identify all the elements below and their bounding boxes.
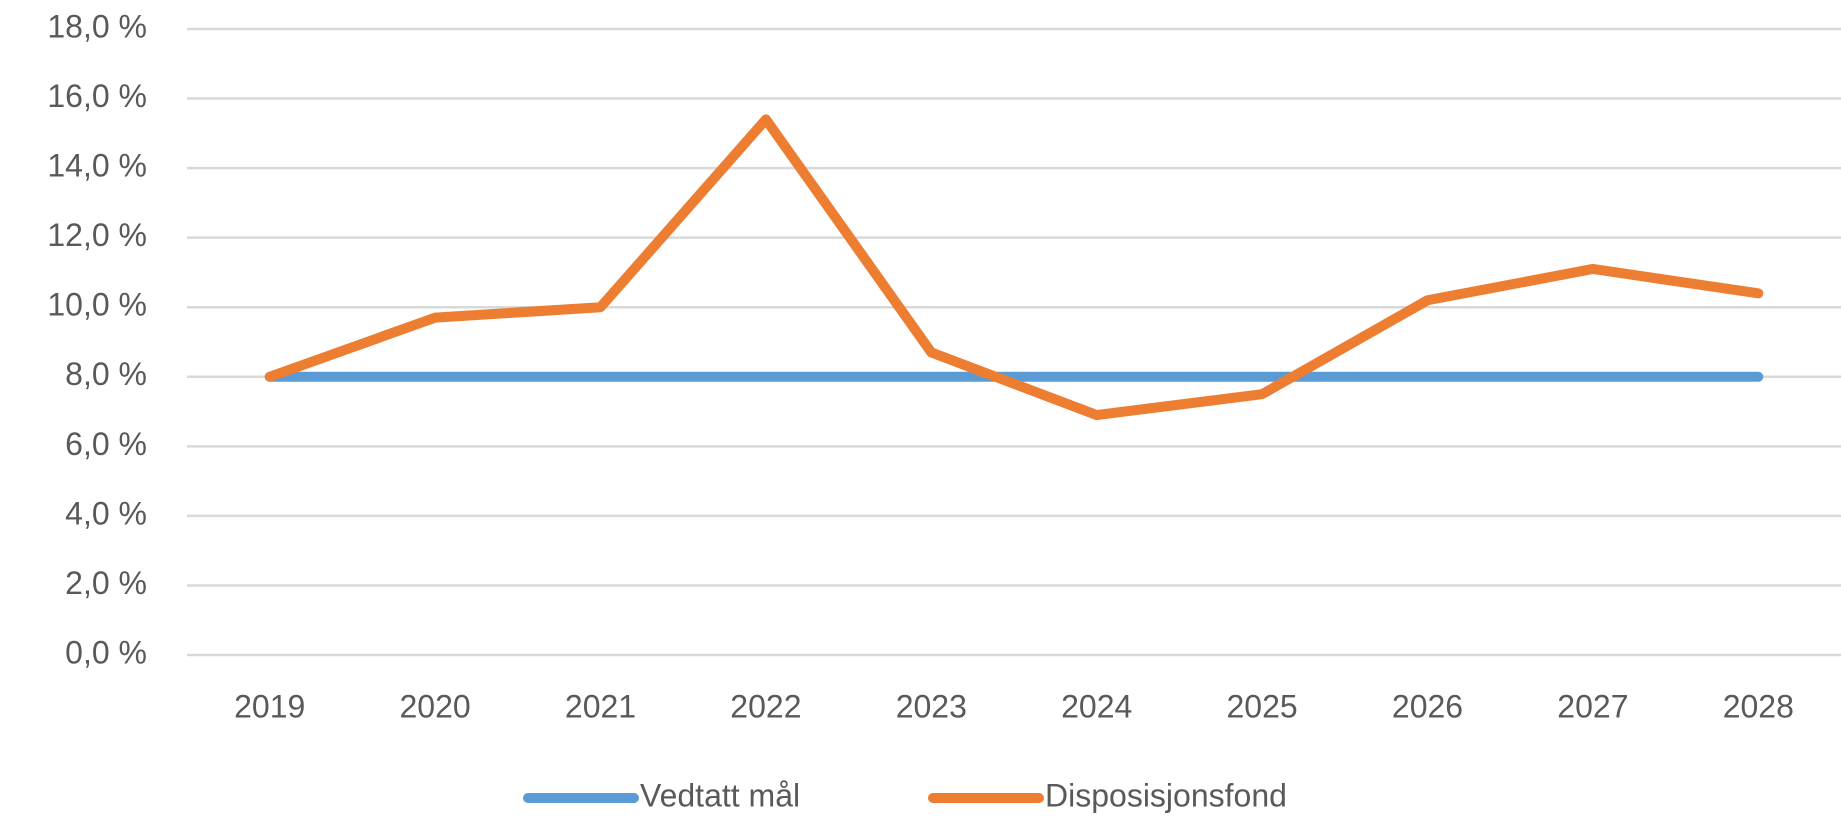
- y-tick-label: 0,0 %: [65, 634, 147, 670]
- y-tick-label: 10,0 %: [47, 287, 147, 323]
- y-tick-label: 8,0 %: [65, 356, 147, 392]
- x-tick-label: 2020: [400, 688, 471, 724]
- legend-label: Disposisjonsfond: [1045, 777, 1287, 813]
- y-tick-label: 14,0 %: [47, 148, 147, 184]
- y-tick-label: 6,0 %: [65, 426, 147, 462]
- y-tick-label: 18,0 %: [47, 8, 147, 44]
- y-tick-label: 2,0 %: [65, 565, 147, 601]
- x-tick-label: 2019: [234, 688, 305, 724]
- x-tick-label: 2023: [896, 688, 967, 724]
- legend-label: Vedtatt mål: [640, 777, 800, 813]
- x-tick-label: 2028: [1723, 688, 1794, 724]
- y-tick-label: 16,0 %: [47, 78, 147, 114]
- x-tick-label: 2024: [1061, 688, 1132, 724]
- x-tick-label: 2026: [1392, 688, 1463, 724]
- x-tick-label: 2022: [730, 688, 801, 724]
- x-tick-label: 2025: [1227, 688, 1298, 724]
- y-tick-label: 4,0 %: [65, 495, 147, 531]
- x-tick-label: 2027: [1557, 688, 1628, 724]
- y-tick-label: 12,0 %: [47, 217, 147, 253]
- x-tick-label: 2021: [565, 688, 636, 724]
- data-line: [264, 114, 1764, 421]
